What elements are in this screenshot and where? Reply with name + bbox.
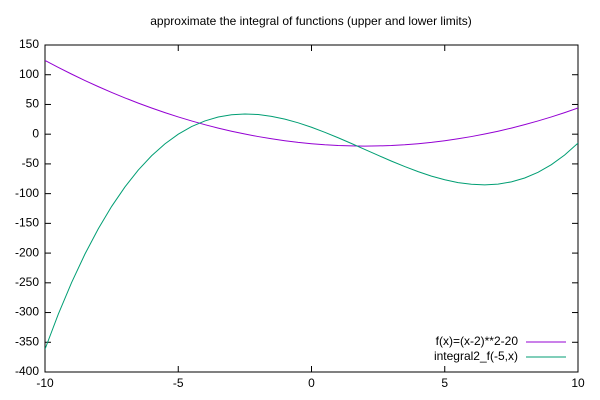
y-tick-label: -400 <box>15 364 39 378</box>
series-line <box>45 113 578 350</box>
y-tick-label: 50 <box>26 97 40 111</box>
x-tick-label: -10 <box>36 376 54 390</box>
y-tick-label: -200 <box>15 245 39 259</box>
y-tick-label: -250 <box>15 275 39 289</box>
y-tick-label: 100 <box>19 67 39 81</box>
y-tick-label: 0 <box>32 126 39 140</box>
y-tick-label: -150 <box>15 216 39 230</box>
series-line <box>45 60 578 147</box>
x-tick-label: 0 <box>308 376 315 390</box>
y-tick-label: 150 <box>19 37 39 51</box>
y-tick-label: -50 <box>22 156 40 170</box>
plot-border <box>44 44 579 373</box>
legend-label: f(x)=(x-2)**2-20 <box>436 334 519 348</box>
y-tick-label: -100 <box>15 186 39 200</box>
y-tick-label: -350 <box>15 334 39 348</box>
y-tick-label: -300 <box>15 305 39 319</box>
x-tick-label: 5 <box>441 376 448 390</box>
x-tick-label: -5 <box>173 376 184 390</box>
x-tick-label: 10 <box>571 376 585 390</box>
chart-title: approximate the integral of functions (u… <box>150 14 472 28</box>
legend-label: integral2_f(-5,x) <box>434 349 518 363</box>
